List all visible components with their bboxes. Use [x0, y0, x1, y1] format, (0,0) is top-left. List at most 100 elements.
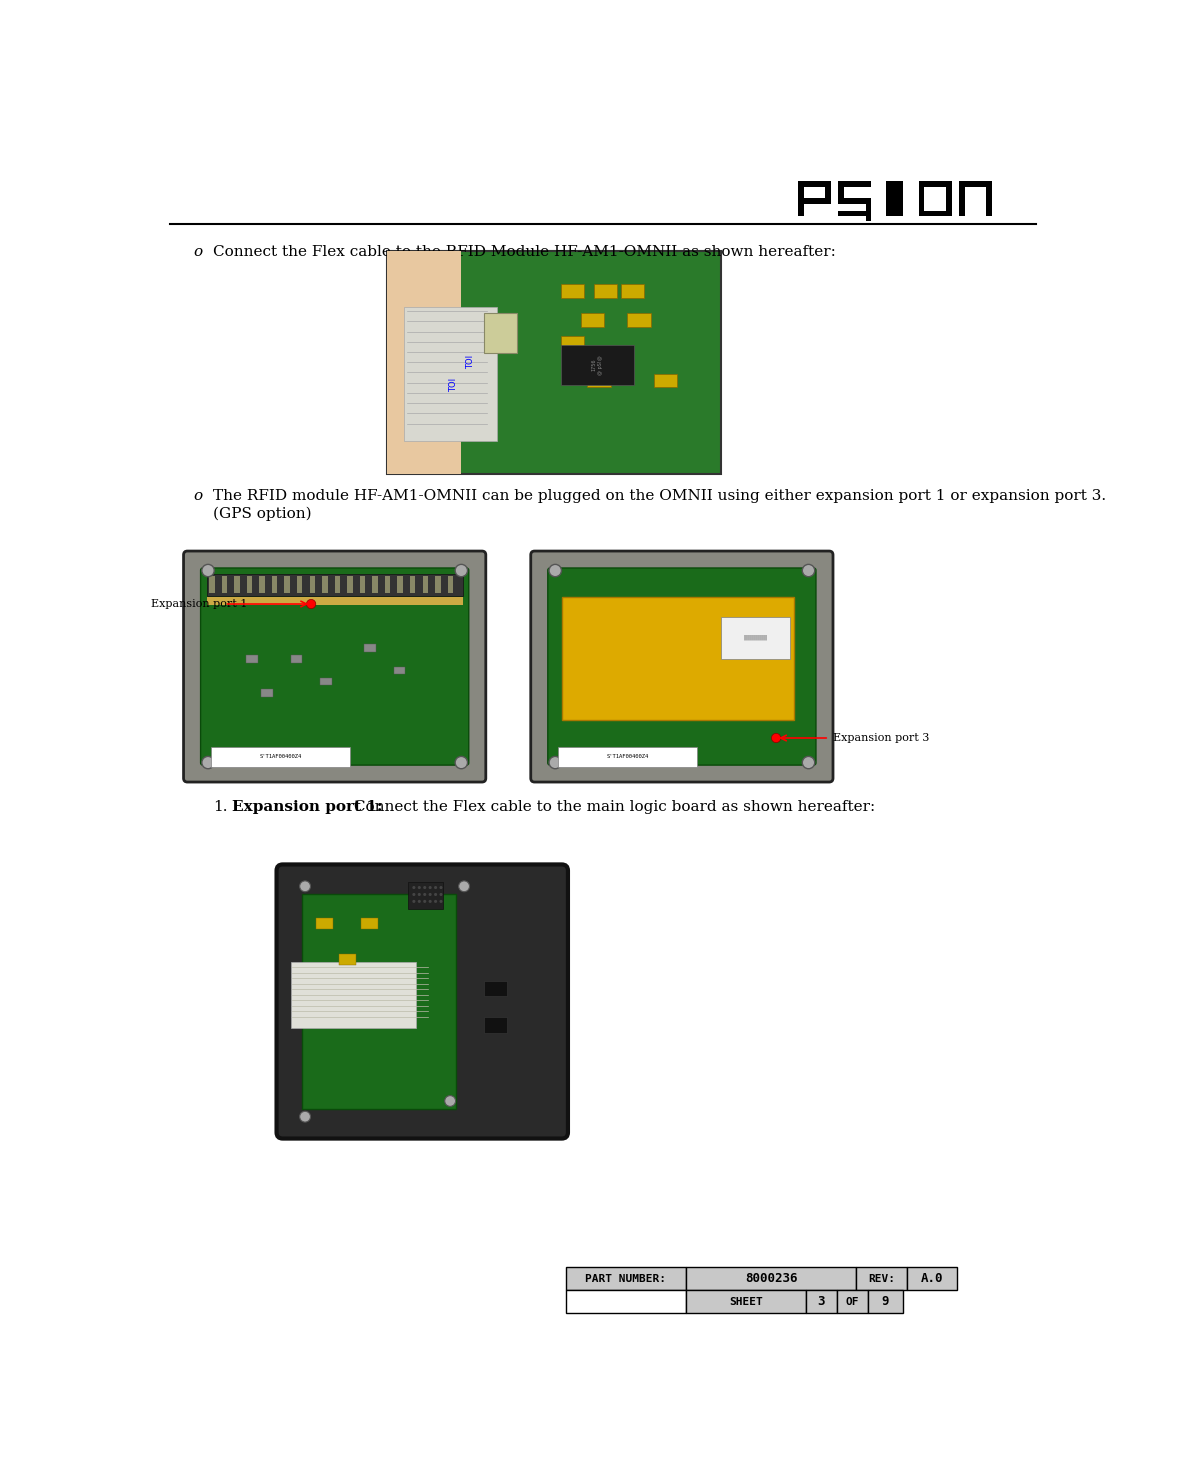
- Bar: [959, 182, 965, 216]
- Text: 3: 3: [818, 1295, 825, 1308]
- Bar: [410, 576, 415, 592]
- Circle shape: [412, 892, 415, 895]
- FancyBboxPatch shape: [184, 551, 486, 781]
- Bar: [484, 314, 518, 354]
- Bar: [423, 576, 428, 592]
- Text: TOI: TOI: [450, 377, 459, 392]
- Bar: [339, 955, 355, 965]
- Bar: [838, 198, 871, 204]
- Bar: [322, 576, 327, 592]
- Bar: [865, 198, 871, 221]
- Bar: [919, 210, 951, 216]
- Text: 1756
@ pS!@: 1756 @ pS!@: [592, 355, 603, 374]
- Circle shape: [771, 734, 780, 743]
- Circle shape: [424, 887, 426, 889]
- Bar: [385, 576, 391, 592]
- Bar: [211, 747, 351, 767]
- Bar: [320, 678, 332, 685]
- Circle shape: [445, 1095, 455, 1107]
- Bar: [360, 576, 365, 592]
- Circle shape: [428, 892, 432, 895]
- Bar: [654, 373, 677, 386]
- Bar: [398, 576, 403, 592]
- Bar: [959, 182, 992, 186]
- Circle shape: [439, 887, 443, 889]
- Bar: [798, 182, 831, 186]
- Bar: [560, 345, 634, 385]
- Bar: [558, 747, 698, 767]
- Bar: [906, 1267, 957, 1291]
- Bar: [986, 182, 992, 216]
- Text: o: o: [194, 490, 202, 503]
- Bar: [886, 182, 903, 216]
- Circle shape: [548, 564, 561, 577]
- Bar: [297, 576, 302, 592]
- FancyBboxPatch shape: [200, 568, 468, 765]
- Bar: [580, 314, 604, 327]
- Circle shape: [201, 756, 214, 768]
- Bar: [798, 182, 804, 216]
- Circle shape: [412, 887, 415, 889]
- Bar: [561, 598, 794, 721]
- Bar: [408, 882, 444, 909]
- Circle shape: [439, 892, 443, 895]
- Text: SHEET: SHEET: [729, 1296, 763, 1307]
- Circle shape: [428, 900, 432, 903]
- Bar: [837, 1291, 867, 1313]
- Bar: [560, 336, 584, 349]
- Bar: [919, 182, 924, 216]
- Text: S'T1AF00400Z4: S'T1AF00400Z4: [606, 755, 649, 759]
- Text: 1.: 1.: [213, 799, 227, 814]
- Bar: [686, 1267, 856, 1291]
- Text: PART NUMBER:: PART NUMBER:: [585, 1274, 666, 1283]
- Text: o: o: [194, 246, 202, 259]
- Bar: [447, 576, 453, 592]
- Bar: [272, 576, 278, 592]
- Circle shape: [201, 564, 214, 577]
- Bar: [207, 598, 463, 605]
- Bar: [566, 1291, 686, 1313]
- Bar: [720, 617, 791, 659]
- Text: OF: OF: [845, 1296, 859, 1307]
- Bar: [259, 576, 265, 592]
- Text: Connect the Flex cable to the RFID Module HF-AM1-OMNII as shown hereafter:: Connect the Flex cable to the RFID Modul…: [213, 246, 836, 259]
- Circle shape: [455, 756, 467, 768]
- Bar: [484, 1017, 507, 1033]
- Bar: [372, 576, 378, 592]
- Circle shape: [300, 881, 311, 891]
- Circle shape: [803, 564, 814, 577]
- Bar: [310, 576, 315, 592]
- Bar: [806, 1291, 837, 1313]
- Circle shape: [418, 887, 421, 889]
- Bar: [435, 576, 440, 592]
- Bar: [246, 656, 258, 663]
- Bar: [587, 373, 611, 386]
- FancyBboxPatch shape: [531, 551, 833, 781]
- Bar: [221, 576, 227, 592]
- Bar: [302, 894, 455, 1110]
- Circle shape: [439, 900, 443, 903]
- Bar: [686, 1291, 806, 1313]
- Bar: [393, 666, 405, 675]
- Bar: [627, 314, 651, 327]
- FancyBboxPatch shape: [277, 864, 568, 1138]
- Bar: [207, 574, 463, 596]
- Bar: [234, 576, 240, 592]
- Text: Expansion port 3: Expansion port 3: [833, 733, 930, 743]
- Circle shape: [434, 900, 437, 903]
- FancyBboxPatch shape: [547, 568, 816, 765]
- Bar: [825, 182, 831, 204]
- Bar: [347, 576, 353, 592]
- Bar: [484, 981, 507, 996]
- Circle shape: [424, 900, 426, 903]
- Bar: [838, 182, 844, 204]
- Circle shape: [306, 599, 315, 608]
- Bar: [334, 576, 340, 592]
- Bar: [291, 656, 302, 663]
- Circle shape: [418, 892, 421, 895]
- Bar: [387, 250, 720, 474]
- Text: Expansion port 1: Expansion port 1: [151, 599, 247, 610]
- Bar: [919, 182, 951, 186]
- Bar: [247, 576, 252, 592]
- Text: The RFID module HF-AM1-OMNII can be plugged on the OMNII using either expansion : The RFID module HF-AM1-OMNII can be plug…: [213, 490, 1106, 503]
